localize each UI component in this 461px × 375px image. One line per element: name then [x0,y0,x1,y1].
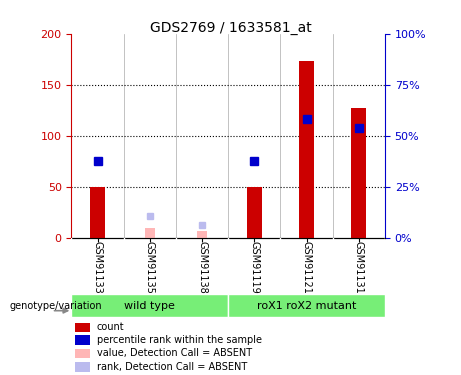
Bar [71,294,228,317]
Text: GDS2769 / 1633581_at: GDS2769 / 1633581_at [150,21,311,34]
Bar [351,108,366,238]
Bar [145,228,155,238]
Bar [197,231,207,238]
Text: GSM91138: GSM91138 [197,241,207,294]
Text: percentile rank within the sample: percentile rank within the sample [97,335,262,345]
Text: GSM91135: GSM91135 [145,241,155,294]
Text: GSM91133: GSM91133 [93,241,103,294]
Text: wild type: wild type [124,301,175,310]
Bar [299,62,314,238]
Text: rank, Detection Call = ABSENT: rank, Detection Call = ABSENT [97,362,247,372]
Bar [247,187,262,238]
Bar [75,322,90,332]
Text: roX1 roX2 mutant: roX1 roX2 mutant [257,301,356,310]
Text: GSM91119: GSM91119 [249,241,260,294]
Text: GSM91131: GSM91131 [354,241,364,294]
Bar [75,336,90,345]
Bar [75,349,90,358]
Bar [90,187,105,238]
Text: GSM91121: GSM91121 [301,241,312,294]
Text: genotype/variation: genotype/variation [9,301,102,310]
Text: count: count [97,322,124,332]
Bar [228,294,385,317]
Bar [75,362,90,372]
Text: value, Detection Call = ABSENT: value, Detection Call = ABSENT [97,348,252,358]
